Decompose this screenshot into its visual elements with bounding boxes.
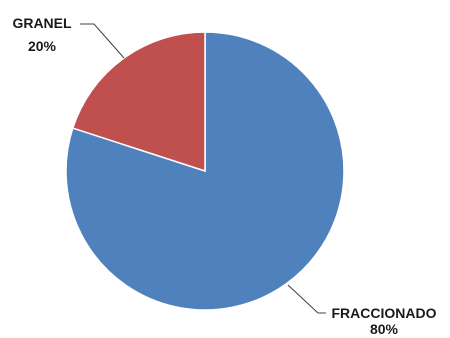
pie-slice-granel bbox=[71, 31, 206, 173]
slice-percent-fraccionado: 80% bbox=[370, 321, 399, 337]
slice-percent-granel: 20% bbox=[28, 38, 57, 54]
slice-label-fraccionado: FRACCIONADO bbox=[332, 305, 437, 321]
leader-line-granel bbox=[80, 23, 125, 59]
leader-line-fraccionado bbox=[287, 284, 326, 314]
slice-label-granel: GRANEL bbox=[12, 15, 72, 31]
pie-slices bbox=[65, 31, 345, 311]
